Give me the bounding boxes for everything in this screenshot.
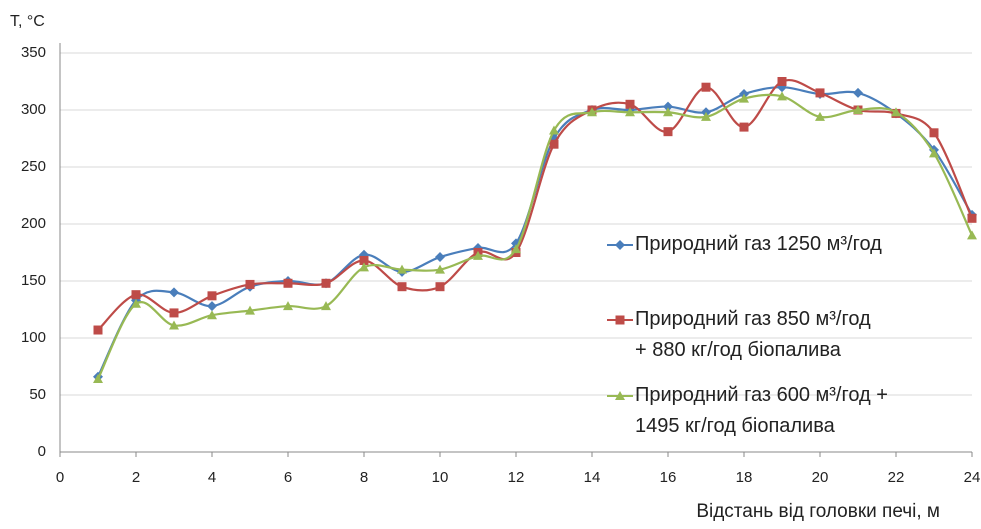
data-point xyxy=(549,139,559,149)
data-point xyxy=(93,325,103,335)
data-point xyxy=(93,374,103,384)
x-tick-label: 24 xyxy=(964,469,981,486)
data-point xyxy=(169,320,179,330)
x-tick-label: 20 xyxy=(812,469,829,486)
data-point xyxy=(435,282,445,292)
data-point xyxy=(321,278,331,288)
data-point xyxy=(359,255,369,265)
x-tick-label: 14 xyxy=(584,469,601,486)
y-tick-label: 100 xyxy=(21,329,46,346)
legend-marker xyxy=(607,315,633,325)
legend-label: Природний газ 1250 м³/год xyxy=(635,233,882,255)
data-point xyxy=(815,111,825,121)
data-point xyxy=(815,88,825,98)
data-point xyxy=(663,101,673,112)
legend-marker xyxy=(607,240,633,250)
y-tick-label: 0 xyxy=(38,443,46,460)
legend-item: Природний газ 850 м³/год + 880 кг/год бі… xyxy=(605,304,871,366)
data-point xyxy=(929,128,939,138)
data-point xyxy=(207,301,217,312)
data-point xyxy=(777,91,787,101)
data-point xyxy=(435,264,445,274)
x-tick-label: 10 xyxy=(432,469,449,486)
x-tick-label: 8 xyxy=(360,469,368,486)
data-point xyxy=(321,301,331,311)
x-tick-label: 12 xyxy=(508,469,525,486)
data-point xyxy=(207,291,217,301)
legend-item: Природний газ 1250 м³/год xyxy=(605,229,882,260)
data-point xyxy=(169,287,179,298)
x-tick-label: 4 xyxy=(208,469,216,486)
legend-label: Природний газ 850 м³/год + 880 кг/год бі… xyxy=(635,308,871,361)
data-point xyxy=(701,111,711,121)
data-point xyxy=(587,107,597,117)
data-point xyxy=(207,310,217,320)
data-point xyxy=(777,77,787,86)
data-point xyxy=(701,82,711,92)
x-tick-label: 0 xyxy=(56,469,64,486)
data-point xyxy=(929,148,939,158)
data-point xyxy=(283,278,293,288)
data-point xyxy=(131,290,141,300)
data-point xyxy=(511,244,521,254)
data-point xyxy=(891,107,901,117)
x-axis-label: Відстань від головки печі, м xyxy=(696,501,940,522)
data-point xyxy=(473,250,483,260)
data-point xyxy=(397,264,407,274)
data-point xyxy=(967,230,977,240)
data-point xyxy=(663,127,673,137)
y-tick-label: 50 xyxy=(29,386,46,403)
data-point xyxy=(739,122,749,132)
data-point xyxy=(283,301,293,311)
data-point xyxy=(359,262,369,272)
y-tick-label: 350 xyxy=(21,44,46,61)
data-point xyxy=(663,107,673,117)
data-point xyxy=(853,87,863,98)
y-tick-label: 300 xyxy=(21,101,46,118)
data-point xyxy=(967,213,977,223)
data-point xyxy=(549,125,559,135)
legend-marker xyxy=(607,391,633,400)
x-tick-label: 22 xyxy=(888,469,905,486)
y-axis-label: Т, °С xyxy=(10,13,45,30)
x-tick-label: 6 xyxy=(284,469,292,486)
legend-item: Природний газ 600 м³/год + 1495 кг/год б… xyxy=(605,380,888,442)
series-line xyxy=(97,93,973,380)
x-tick-label: 18 xyxy=(736,469,753,486)
x-tick-label: 2 xyxy=(132,469,140,486)
data-point xyxy=(435,252,445,263)
data-point xyxy=(245,305,255,315)
y-tick-label: 150 xyxy=(21,272,46,289)
data-point xyxy=(397,282,407,292)
data-point xyxy=(131,298,141,308)
legend-label: Природний газ 600 м³/год + 1495 кг/год б… xyxy=(635,384,888,437)
y-tick-label: 200 xyxy=(21,215,46,232)
y-tick-label: 250 xyxy=(21,158,46,175)
data-point xyxy=(625,99,635,109)
data-point xyxy=(739,93,749,103)
data-point xyxy=(245,279,255,289)
x-tick-label: 16 xyxy=(660,469,677,486)
data-point xyxy=(625,107,635,117)
data-point xyxy=(853,105,863,114)
series-line xyxy=(97,79,974,331)
data-point xyxy=(169,308,179,318)
